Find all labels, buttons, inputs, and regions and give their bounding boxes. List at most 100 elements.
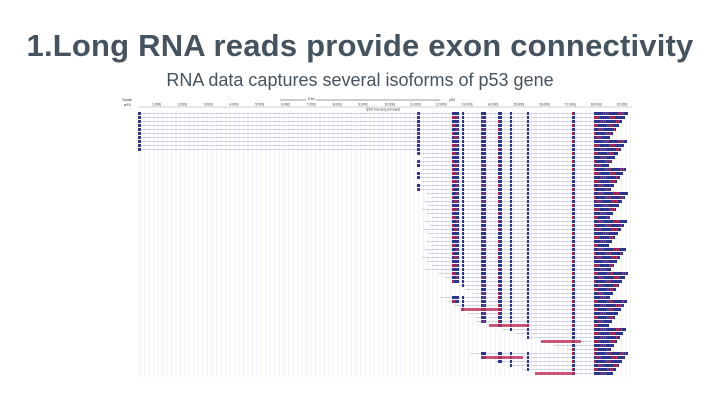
read-row[interactable]	[428, 232, 618, 235]
exon-block	[481, 160, 486, 163]
read-row[interactable]	[470, 352, 628, 355]
read-row[interactable]	[429, 204, 619, 207]
read-row[interactable]	[430, 224, 624, 227]
read-row[interactable]	[502, 328, 626, 331]
read-row[interactable]	[476, 320, 612, 323]
exon-block	[572, 236, 575, 239]
exon-block	[510, 296, 512, 299]
mismatch-mark	[605, 112, 607, 115]
read-row[interactable]	[416, 184, 614, 187]
read-row[interactable]	[429, 252, 623, 255]
read-row[interactable]	[427, 212, 613, 215]
read-row[interactable]	[509, 364, 619, 367]
read-row[interactable]	[567, 348, 611, 351]
read-row[interactable]	[496, 360, 622, 363]
mismatch-mark	[607, 360, 609, 363]
read-row[interactable]	[138, 120, 622, 123]
read-row[interactable]	[424, 200, 622, 203]
read-row[interactable]	[554, 344, 614, 347]
read-row[interactable]	[422, 256, 620, 259]
read-row[interactable]	[445, 276, 625, 279]
read-row[interactable]	[138, 148, 621, 151]
read-row[interactable]	[527, 336, 620, 339]
read-row[interactable]	[424, 248, 626, 251]
exon-block	[498, 124, 502, 127]
read-row[interactable]	[138, 124, 619, 127]
read-row[interactable]	[447, 300, 627, 303]
mismatch-mark	[611, 340, 613, 343]
exon-block	[481, 140, 486, 143]
read-row[interactable]	[416, 160, 612, 163]
genome-browser-panel[interactable]: Scale p53 5 kb p53 1,000| 2,000| 3,000| 4,0…	[120, 96, 640, 380]
exon-block	[527, 200, 529, 203]
read-row[interactable]	[417, 152, 618, 155]
read-row[interactable]	[138, 136, 610, 139]
read-row[interactable]	[475, 316, 615, 319]
read-row[interactable]	[417, 176, 620, 179]
read-row[interactable]	[522, 368, 616, 371]
read-row[interactable]	[473, 292, 613, 295]
read-row[interactable]	[422, 168, 626, 171]
exon-block	[594, 304, 624, 307]
read-row[interactable]	[440, 296, 610, 299]
read-row[interactable]	[481, 356, 625, 359]
exon-block	[594, 144, 624, 147]
exon-block	[138, 144, 141, 147]
rna-read-alignments[interactable]	[138, 112, 628, 375]
read-row[interactable]	[535, 372, 613, 375]
mismatch-mark	[596, 348, 598, 351]
read-row[interactable]	[417, 164, 609, 167]
read-row[interactable]	[452, 280, 622, 283]
exon-block	[594, 192, 628, 195]
read-row[interactable]	[138, 128, 616, 131]
exon-block	[481, 352, 486, 355]
read-row[interactable]	[431, 196, 625, 199]
exon-block	[452, 208, 459, 211]
mismatch-mark	[611, 144, 613, 147]
read-row[interactable]	[138, 112, 628, 115]
mismatch-mark	[456, 228, 458, 231]
read-row[interactable]	[466, 288, 616, 291]
read-row[interactable]	[432, 216, 610, 219]
read-row[interactable]	[422, 180, 617, 183]
read-row[interactable]	[138, 116, 625, 119]
read-row[interactable]	[459, 284, 619, 287]
mismatch-mark	[456, 136, 458, 139]
read-row[interactable]	[461, 308, 621, 311]
mismatch-mark	[454, 180, 456, 183]
read-row[interactable]	[489, 324, 609, 327]
read-row[interactable]	[438, 272, 628, 275]
mismatch-mark	[618, 140, 620, 143]
exon-block	[572, 264, 575, 267]
read-row[interactable]	[416, 172, 623, 175]
slide-title: 1.Long RNA reads provide exon connectivi…	[26, 28, 694, 63]
read-row[interactable]	[422, 156, 615, 159]
read-row[interactable]	[138, 132, 613, 135]
read-row[interactable]	[425, 220, 627, 223]
read-row[interactable]	[423, 228, 621, 231]
read-row[interactable]	[417, 188, 611, 191]
read-row[interactable]	[433, 236, 615, 239]
read-row[interactable]	[431, 244, 609, 247]
mismatch-mark	[594, 152, 596, 155]
read-row[interactable]	[468, 312, 618, 315]
mismatch-mark	[456, 184, 458, 187]
read-row[interactable]	[138, 144, 624, 147]
genome-browser-track-view[interactable]: Scale p53 5 kb p53 1,000| 2,000| 3,000| 4,0…	[120, 96, 640, 380]
exon-block	[498, 176, 502, 179]
exon-block	[417, 148, 420, 151]
read-row[interactable]	[454, 304, 624, 307]
read-row[interactable]	[425, 268, 611, 271]
read-row[interactable]	[541, 340, 617, 343]
read-row[interactable]	[515, 332, 623, 335]
read-row[interactable]	[426, 192, 628, 195]
exon-block	[481, 264, 486, 267]
mismatch-mark	[609, 264, 611, 267]
read-row[interactable]	[432, 264, 614, 267]
read-row[interactable]	[138, 140, 627, 143]
exon-block	[498, 232, 502, 235]
read-row[interactable]	[426, 240, 612, 243]
read-row[interactable]	[422, 208, 616, 211]
exon-block	[572, 284, 575, 287]
read-row[interactable]	[427, 260, 617, 263]
